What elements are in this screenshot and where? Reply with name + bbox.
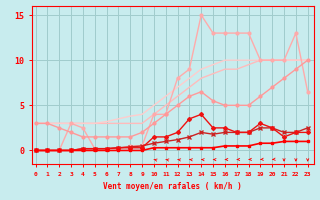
X-axis label: Vent moyen/en rafales ( km/h ): Vent moyen/en rafales ( km/h ) bbox=[103, 182, 242, 191]
